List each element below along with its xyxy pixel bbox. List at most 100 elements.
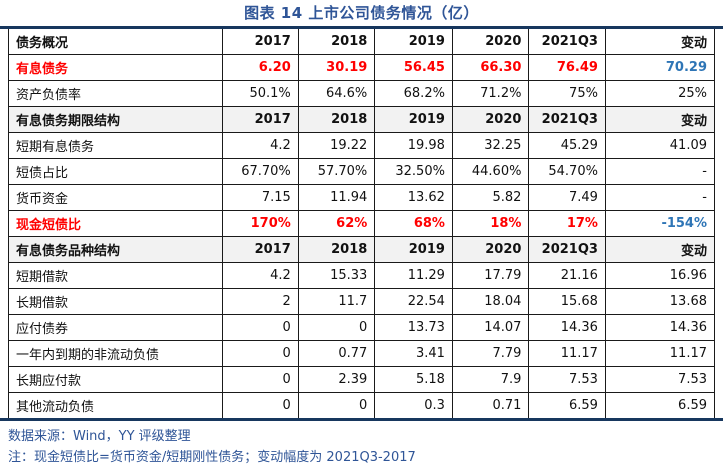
column-header: 2019	[374, 29, 453, 55]
value-cell: 14.07	[451, 314, 530, 341]
value-cell: 0.3	[374, 392, 453, 418]
value-cell: 64.6%	[297, 80, 376, 107]
value-cell: 0	[222, 392, 299, 418]
debt-table-body: 债务概况 2017 2018 2019 2020 2021Q3 变动 有息债务 6.20 30.1…	[7, 29, 716, 418]
value-cell: 7.15	[222, 184, 299, 211]
column-header: 2017	[222, 29, 299, 55]
value-cell: 45.29	[528, 132, 606, 159]
section-header-label: 有息债务期限结构	[7, 106, 224, 133]
value-cell: 15.33	[297, 262, 376, 289]
value-cell: 6.20	[222, 54, 299, 81]
table-row: 一年内到期的非流动负债 0 0.77 3.41 7.79 11.17 11.17	[7, 340, 716, 367]
value-cell: 68%	[374, 210, 453, 237]
table-row: 货币资金 7.15 11.94 13.62 5.82 7.49-	[7, 184, 716, 211]
value-cell: 50.1%	[222, 80, 299, 107]
value-cell: 25%	[604, 80, 716, 107]
value-cell: 44.60%	[451, 158, 530, 185]
table-row: 有息债务 6.20 30.19 56.45 66.30 76.49 70.29	[7, 54, 716, 81]
column-header: 2020	[451, 29, 530, 55]
row-label: 短期借款	[7, 262, 224, 289]
value-cell: 32.25	[451, 132, 530, 159]
table-row: 短期借款 4.2 15.33 11.29 17.79 21.16 16.96	[7, 262, 716, 289]
value-cell: 5.18	[374, 366, 453, 393]
data-source-line: 数据来源：Wind，YY 评级整理	[8, 429, 191, 444]
value-cell: 0	[222, 340, 299, 367]
value-cell: 7.53	[528, 366, 606, 393]
row-label: 其他流动负债	[7, 392, 224, 418]
value-cell: 70.29	[604, 54, 716, 81]
column-header: 2020	[451, 106, 530, 133]
value-cell: 21.16	[528, 262, 606, 289]
value-cell: 41.09	[604, 132, 716, 159]
value-cell: 15.68	[528, 288, 606, 315]
top-divider	[0, 26, 723, 29]
value-cell: -154%	[604, 210, 716, 237]
column-header: 2017	[222, 106, 299, 133]
table-row: 资产负债率 50.1% 64.6% 68.2% 71.2% 75% 25%	[7, 80, 716, 107]
value-cell: 57.70%	[297, 158, 376, 185]
value-cell: 4.2	[222, 262, 299, 289]
table-row: 短期有息债务 4.2 19.22 19.98 32.25 45.29 41.09	[7, 132, 716, 159]
value-cell: 7.9	[451, 366, 530, 393]
value-cell: -	[604, 158, 716, 185]
value-cell: 6.59	[604, 392, 716, 418]
value-cell: 0	[297, 314, 376, 341]
figure-footer: 数据来源：Wind，YY 评级整理 注：现金短债比=货币资金/短期刚性债务；变动…	[8, 426, 723, 468]
figure-title: 图表 14 上市公司债务情况（亿）	[244, 4, 479, 22]
value-cell: 0.77	[297, 340, 376, 367]
value-cell: 7.79	[451, 340, 530, 367]
value-cell: 0	[222, 314, 299, 341]
row-label: 货币资金	[7, 184, 224, 211]
value-cell: 5.82	[451, 184, 530, 211]
value-cell: 11.17	[528, 340, 606, 367]
row-label: 应付债券	[7, 314, 224, 341]
column-header: 变动	[604, 236, 716, 263]
value-cell: 11.7	[297, 288, 376, 315]
section-header-row: 有息债务期限结构 2017 2018 2019 2020 2021Q3 变动	[7, 106, 716, 133]
row-label: 资产负债率	[7, 80, 224, 107]
column-header: 变动	[604, 106, 716, 133]
value-cell: 19.98	[374, 132, 453, 159]
value-cell: 0.71	[451, 392, 530, 418]
value-cell: 68.2%	[374, 80, 453, 107]
value-cell: 19.22	[297, 132, 376, 159]
value-cell: 62%	[297, 210, 376, 237]
value-cell: 54.70%	[528, 158, 606, 185]
value-cell: 7.49	[528, 184, 606, 211]
value-cell: 75%	[528, 80, 606, 107]
value-cell: 18%	[451, 210, 530, 237]
value-cell: 0	[222, 366, 299, 393]
value-cell: 76.49	[528, 54, 606, 81]
row-label: 短期有息债务	[7, 132, 224, 159]
column-header: 2018	[297, 236, 376, 263]
table-row: 长期借款 2 11.7 22.54 18.04 15.68 13.68	[7, 288, 716, 315]
section-header-row: 有息债务品种结构 2017 2018 2019 2020 2021Q3 变动	[7, 236, 716, 263]
column-header: 2019	[374, 106, 453, 133]
value-cell: 66.30	[451, 54, 530, 81]
value-cell: 17%	[528, 210, 606, 237]
value-cell: 18.04	[451, 288, 530, 315]
value-cell: 71.2%	[451, 80, 530, 107]
table-row: 现金短债比 170% 62% 68% 18% 17% -154%	[7, 210, 716, 237]
column-header: 2021Q3	[528, 106, 606, 133]
value-cell: 170%	[222, 210, 299, 237]
value-cell: 7.53	[604, 366, 716, 393]
value-cell: 3.41	[374, 340, 453, 367]
row-label: 一年内到期的非流动负债	[7, 340, 224, 367]
note-line: 注：现金短债比=货币资金/短期刚性债务；变动幅度为 2021Q3-2017	[8, 450, 416, 465]
value-cell: 14.36	[528, 314, 606, 341]
column-header: 2018	[297, 106, 376, 133]
row-label: 短债占比	[7, 158, 224, 185]
value-cell: 13.62	[374, 184, 453, 211]
value-cell: 67.70%	[222, 158, 299, 185]
value-cell: 11.94	[297, 184, 376, 211]
column-header: 2017	[222, 236, 299, 263]
value-cell: 32.50%	[374, 158, 453, 185]
column-header: 2021Q3	[528, 236, 606, 263]
value-cell: 2.39	[297, 366, 376, 393]
table-row: 长期应付款 0 2.39 5.18 7.9 7.53 7.53	[7, 366, 716, 393]
value-cell: 14.36	[604, 314, 716, 341]
row-label: 现金短债比	[7, 210, 224, 237]
value-cell: 11.17	[604, 340, 716, 367]
